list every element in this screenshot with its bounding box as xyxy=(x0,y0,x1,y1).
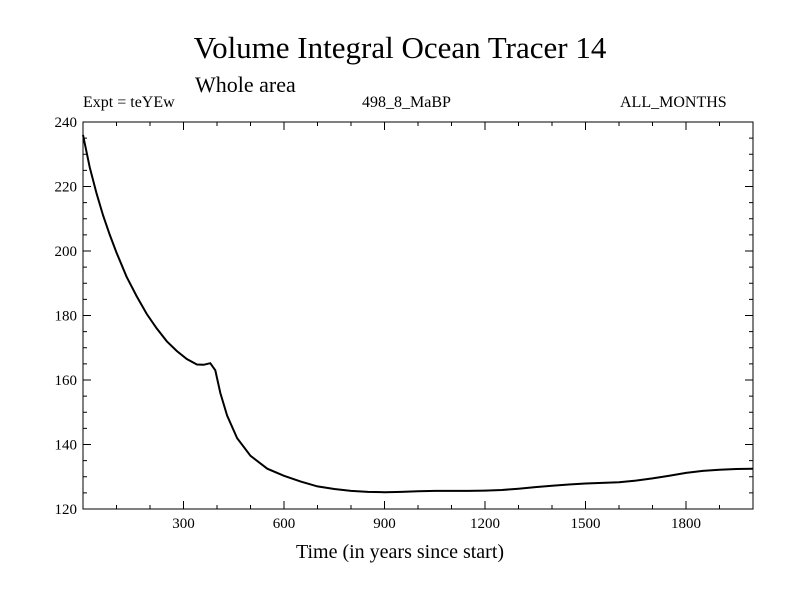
months-label: ALL_MONTHS xyxy=(620,94,727,111)
y-tick-label: 240 xyxy=(55,115,78,131)
x-axis-label: Time (in years since start) xyxy=(295,541,505,563)
tick-labels: 300 600 900 1200 1500 1800 120 140 160 180 200 220 2… xyxy=(55,115,702,532)
y-tick-label: 200 xyxy=(55,244,78,260)
experiment-label: Expt = teYEw xyxy=(83,94,175,111)
series-line-tracer-14 xyxy=(82,134,754,494)
axis-ticks xyxy=(83,121,753,510)
x-tick-label: 1200 xyxy=(470,516,500,532)
y-tick-label: 220 xyxy=(55,180,78,196)
x-tick-label: 600 xyxy=(273,516,296,532)
chart-subtitle: Whole area xyxy=(195,72,296,97)
x-tick-label: 1500 xyxy=(571,516,601,532)
x-tick-label: 900 xyxy=(373,516,396,532)
plot-frame xyxy=(82,121,754,510)
y-tick-label: 140 xyxy=(55,438,78,454)
x-tick-label: 300 xyxy=(172,516,195,532)
y-tick-label: 180 xyxy=(55,309,78,325)
chart-title: Volume Integral Ocean Tracer 14 xyxy=(193,30,607,65)
y-tick-label: 160 xyxy=(55,373,78,389)
run-label: 498_8_MaBP xyxy=(362,94,451,111)
y-tick-label: 120 xyxy=(55,502,78,518)
x-tick-label: 1800 xyxy=(671,516,701,532)
